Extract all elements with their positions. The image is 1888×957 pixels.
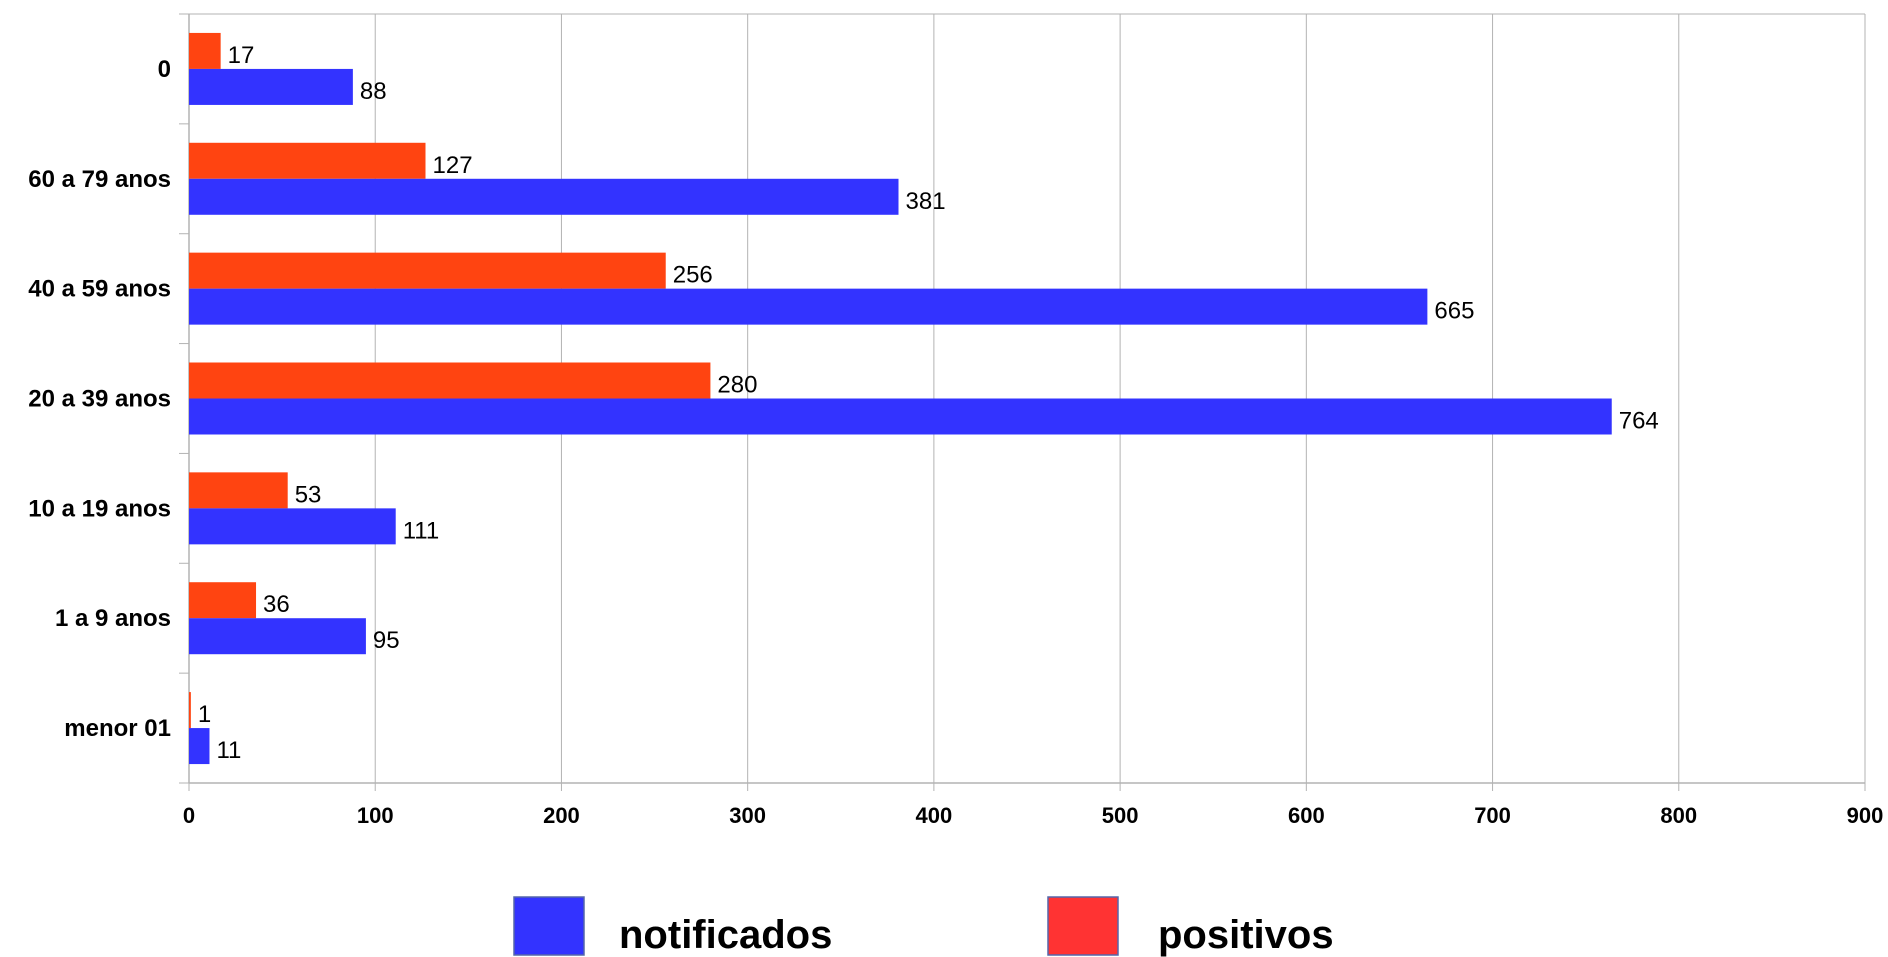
data-label-positivos: 1: [198, 701, 211, 728]
legend-swatch-positivos: [1047, 896, 1119, 956]
bar-positivos: [189, 362, 711, 399]
data-label-notificados: 95: [373, 627, 400, 654]
bar-positivos: [189, 252, 666, 289]
legend: notificados positivos: [513, 896, 1334, 957]
axis-layer: 0 100 200 300 400 500 600 700 800 900 0 60 a 79 ano…: [28, 13, 1884, 828]
bar-notificados: [189, 178, 899, 215]
x-tick-label: 500: [1102, 803, 1139, 828]
data-label-positivos: 53: [295, 481, 322, 508]
bar-notificados: [189, 618, 366, 655]
category-label: 1 a 9 anos: [55, 605, 171, 632]
category-label: 0: [158, 56, 171, 83]
category-label: 40 a 59 anos: [28, 276, 171, 303]
x-tick-label: 800: [1660, 803, 1697, 828]
bar-positivos: [189, 582, 257, 619]
label-layer: 17 127 256 280 53 36 1 88 381 665 764 111 95 11: [198, 42, 1659, 764]
x-tick-label: 400: [916, 803, 953, 828]
data-label-notificados: 11: [216, 737, 241, 764]
x-tick-label: 100: [357, 803, 394, 828]
data-label-notificados: 665: [1434, 298, 1474, 325]
x-tick-label: 600: [1288, 803, 1325, 828]
legend-label-notificados: notificados: [619, 913, 832, 957]
data-label-positivos: 127: [433, 152, 473, 179]
x-tick-label: 0: [183, 803, 195, 828]
bar-positivos: [189, 692, 191, 729]
data-label-notificados: 764: [1619, 408, 1659, 435]
bar-notificados: [189, 508, 396, 545]
bar-positivos: [189, 32, 221, 69]
data-label-positivos: 36: [263, 591, 290, 618]
bar-layer: [189, 32, 1612, 765]
bar-positivos: [189, 142, 426, 179]
category-label: menor 01: [64, 715, 171, 742]
bar-notificados: [189, 728, 210, 765]
category-label: 60 a 79 anos: [28, 166, 171, 193]
data-label-positivos: 280: [717, 372, 757, 399]
data-label-positivos: 17: [228, 42, 255, 69]
category-label: 20 a 39 anos: [28, 386, 171, 413]
bar-notificados: [189, 288, 1428, 325]
data-label-notificados: 111: [403, 517, 439, 544]
x-tick-label: 700: [1474, 803, 1511, 828]
legend-label-positivos: positivos: [1158, 913, 1334, 957]
x-tick-label: 900: [1847, 803, 1884, 828]
bar-notificados: [189, 68, 353, 105]
legend-swatch-notificados: [513, 896, 585, 956]
x-tick-label: 200: [543, 803, 580, 828]
bar-positivos: [189, 472, 288, 509]
data-label-notificados: 381: [906, 188, 946, 215]
x-tick-label: 300: [729, 803, 766, 828]
data-label-notificados: 88: [360, 78, 387, 105]
data-label-positivos: 256: [673, 262, 713, 289]
bar-notificados: [189, 398, 1612, 435]
category-label: 10 a 19 anos: [28, 495, 171, 522]
